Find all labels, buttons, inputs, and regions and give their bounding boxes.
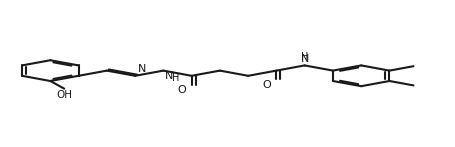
Text: H: H [172, 73, 179, 83]
Text: O: O [177, 85, 186, 95]
Text: N: N [137, 64, 146, 74]
Text: N: N [164, 71, 173, 81]
Text: OH: OH [56, 90, 72, 100]
Text: H: H [300, 52, 308, 62]
Text: O: O [262, 80, 270, 90]
Text: N: N [300, 54, 308, 64]
